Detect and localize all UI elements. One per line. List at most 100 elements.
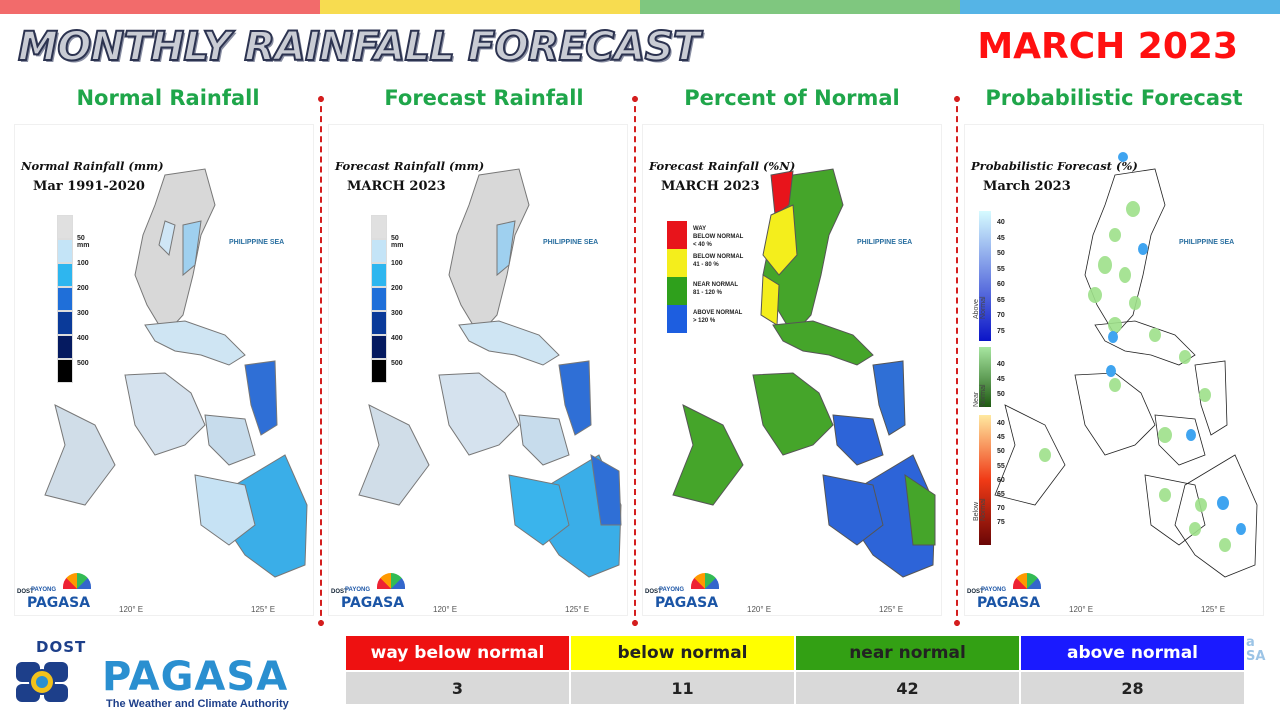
legend-swatch <box>667 305 687 333</box>
payong-pagasa-logo: DOST PAYONG PAGASA <box>645 573 725 615</box>
forecast-month: MARCH 2023 <box>977 26 1238 67</box>
umbrella-icon <box>691 573 719 589</box>
logo-pagasa: PAGASA <box>27 595 91 611</box>
tick-label: 45 <box>997 376 1005 383</box>
panel-title-probabilistic: Probabilistic Forecast <box>985 86 1243 110</box>
legend-tick: 500 <box>391 360 403 367</box>
logo-payong: PAYONG <box>345 587 371 593</box>
legend-swatch <box>371 263 387 287</box>
tick-label: 60 <box>997 281 1005 288</box>
legend-swatch <box>57 239 73 263</box>
stripe-blue <box>960 0 1280 14</box>
payong-pagasa-logo: DOST PAYONG PAGASA <box>331 573 411 615</box>
longitude-label: 125° E <box>251 605 276 614</box>
logo-pagasa: PAGASA <box>341 595 405 611</box>
page-title: MONTHLY RAINFALL FORECAST <box>17 23 701 71</box>
probabilistic-forecast-map-panel: Probabilistic Forecast (%) March 2023 Ab… <box>964 124 1264 616</box>
map-subcaption: March 2023 <box>983 179 1071 194</box>
tick-label: 75 <box>997 327 1005 335</box>
legend-tick: 400 <box>391 335 403 342</box>
logo-dost-text: DOST <box>36 638 87 656</box>
legend-label: WAY <box>693 226 707 232</box>
tick-label: 70 <box>997 505 1005 513</box>
legend-swatch <box>57 215 73 239</box>
legend-swatch <box>667 249 687 277</box>
category-below-normal: below normal <box>571 636 796 670</box>
tick-label: 40 <box>997 361 1005 368</box>
count-near-normal: 42 <box>796 672 1021 704</box>
tick-label: 50 <box>997 250 1005 257</box>
legend-tick: 50 mm <box>391 235 404 249</box>
rainfall-legend: 50 mm 100 200 300 400 500 <box>57 215 89 383</box>
faded-logo-text: SA <box>1246 649 1266 664</box>
longitude-label: 120° E <box>433 605 458 614</box>
longitude-label: 120° E <box>747 605 772 614</box>
legend-tick: 100 <box>77 260 89 267</box>
longitude-label: 125° E <box>565 605 590 614</box>
legend-swatch <box>57 359 73 383</box>
normal-rainfall-map <box>44 168 308 578</box>
payong-pagasa-logo: DOST PAYONG PAGASA <box>967 573 1047 615</box>
pagasa-emblem-icon <box>16 662 68 702</box>
panel-title-normal: Normal Rainfall <box>76 86 260 110</box>
above-ticks: 40 45 50 55 60 65 70 75 <box>997 215 1005 339</box>
panel-title-forecast: Forecast Rainfall <box>384 86 584 110</box>
legend-swatch <box>371 287 387 311</box>
faded-logo-fragment: a SA <box>1246 636 1276 672</box>
legend-swatch <box>371 239 387 263</box>
legend-label: NEAR NORMAL <box>693 282 738 288</box>
longitude-label: 125° E <box>1201 605 1226 614</box>
tick-label: 50 <box>997 391 1005 398</box>
legend-tick: 300 <box>77 310 89 317</box>
legend-range: < 40 % <box>693 242 712 248</box>
tick-label: 45 <box>997 234 1005 242</box>
panel-divider <box>632 96 638 626</box>
legend-tick: 300 <box>391 310 403 317</box>
legend-tick: 500 <box>77 360 89 367</box>
tick-label: 40 <box>997 420 1005 427</box>
stripe-yellow <box>320 0 640 14</box>
legend-tick: 200 <box>391 285 403 292</box>
above-normal-label: Above Normal <box>973 296 987 319</box>
sea-label: PHILIPPINE SEA <box>229 239 285 246</box>
panel-divider <box>318 96 324 626</box>
sea-label: PHILIPPINE SEA <box>1179 239 1235 246</box>
below-normal-label: Below Normal <box>973 498 987 521</box>
umbrella-icon <box>1013 573 1041 589</box>
map-caption: Probabilistic Forecast (%) <box>971 159 1138 173</box>
legend-range: 81 - 120 % <box>693 290 723 296</box>
legend-tick: 100 <box>391 260 403 267</box>
tick-label: 65 <box>997 491 1005 499</box>
forecast-rainfall-map-panel: Forecast Rainfall (mm) MARCH 2023 50 mm … <box>328 124 628 616</box>
legend-tick: 50 mm <box>77 235 90 249</box>
category-way-below-normal: way below normal <box>346 636 571 670</box>
logo-dost: DOST <box>17 589 34 595</box>
faded-logo-text: a <box>1246 635 1255 650</box>
legend-range: > 120 % <box>693 318 716 324</box>
stripe-green <box>640 0 960 14</box>
tick-label: 45 <box>997 434 1005 442</box>
legend-tick: 400 <box>77 335 89 342</box>
sea-label: PHILIPPINE SEA <box>857 239 913 246</box>
category-near-normal: near normal <box>796 636 1021 670</box>
logo-payong: PAYONG <box>981 587 1007 593</box>
sea-label: PHILIPPINE SEA <box>543 239 599 246</box>
below-ticks: 40 45 50 55 60 65 70 75 <box>997 417 1005 531</box>
map-caption: Normal Rainfall (mm) <box>21 159 164 173</box>
near-normal-label: Near Normal <box>973 384 987 407</box>
tick-label: 75 <box>997 519 1005 527</box>
map-subcaption: Mar 1991-2020 <box>33 179 145 194</box>
category-count-table: way below normal below normal near norma… <box>346 636 1244 704</box>
stripe-red <box>0 0 320 14</box>
tick-label: 65 <box>997 296 1005 304</box>
count-way-below-normal: 3 <box>346 672 571 704</box>
payong-pagasa-logo: DOST PAYONG PAGASA <box>17 573 97 615</box>
category-count-row: 3 11 42 28 <box>346 670 1244 704</box>
legend-swatch <box>57 287 73 311</box>
longitude-label: 120° E <box>1069 605 1094 614</box>
top-color-stripe <box>0 0 1280 14</box>
legend-label: BELOW NORMAL <box>693 254 744 260</box>
map-caption: Forecast Rainfall (mm) <box>335 159 485 173</box>
map-caption: Forecast Rainfall (%N) <box>649 159 796 173</box>
forecast-rainfall-map <box>358 168 622 578</box>
